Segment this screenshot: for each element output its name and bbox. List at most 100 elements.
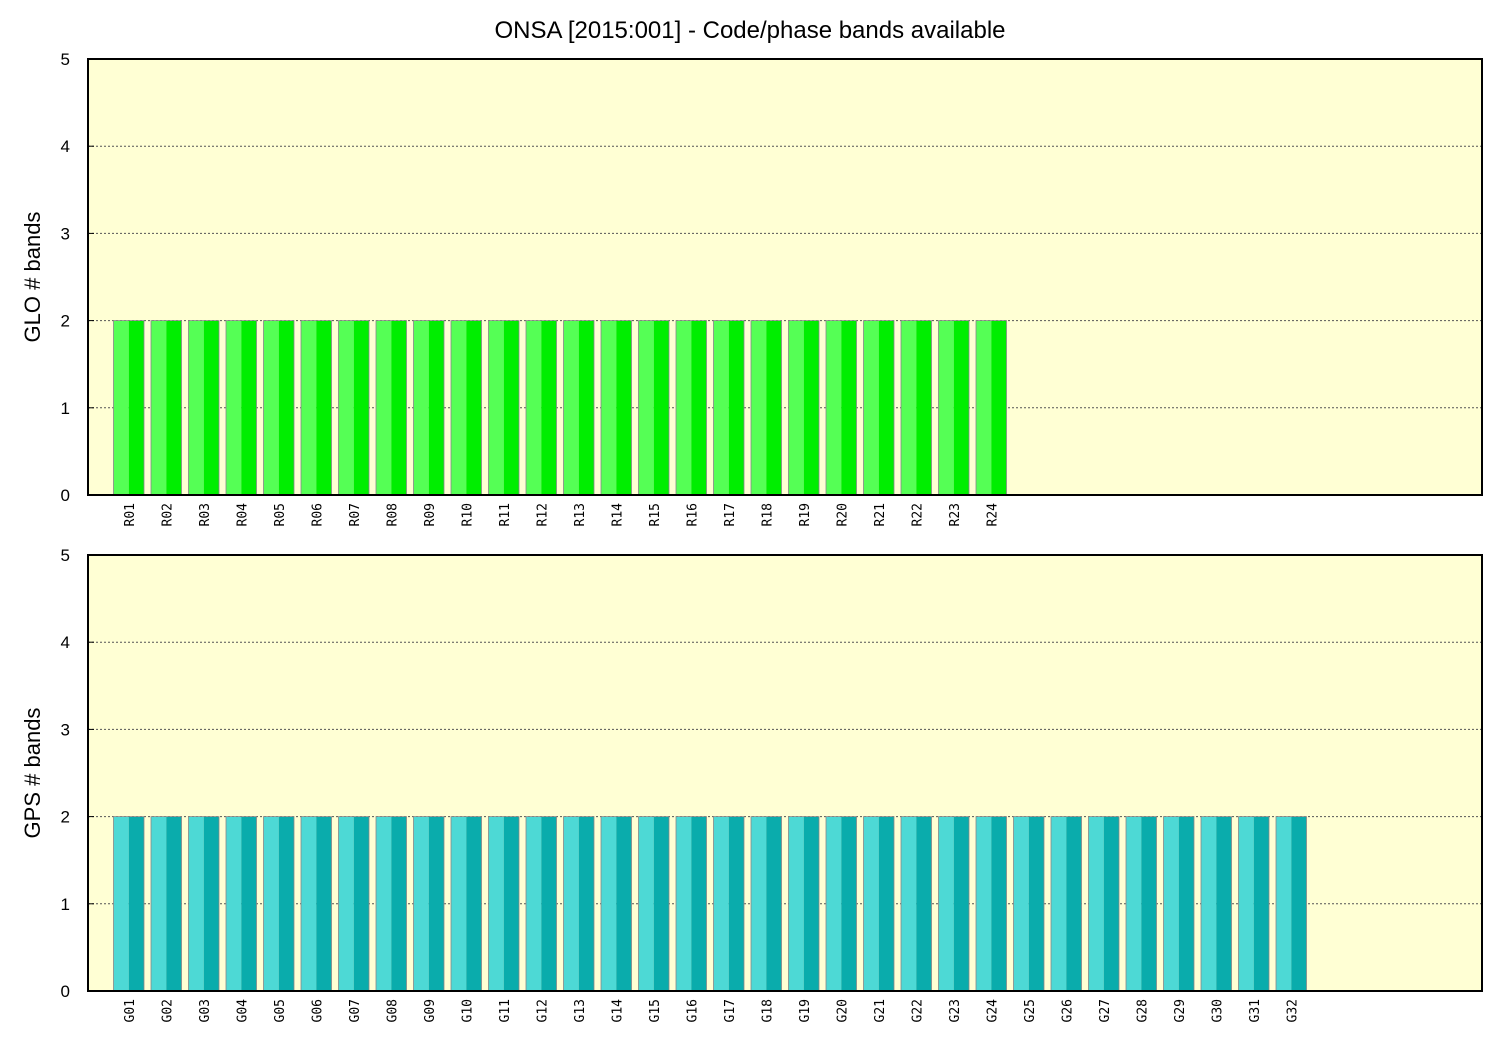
bar-g11 — [488, 816, 520, 992]
x-tick-label: G09 — [423, 999, 438, 1022]
bar-dark-half — [278, 320, 294, 495]
bar-light-half — [338, 816, 354, 991]
bar-r22 — [900, 320, 932, 496]
bar-light-half — [451, 320, 467, 495]
bar-r21 — [863, 320, 895, 496]
bar-g31 — [1238, 816, 1270, 992]
bar-dark-half — [278, 816, 294, 991]
bar-dark-half — [1253, 816, 1269, 991]
x-tick-label: G05 — [273, 999, 288, 1022]
bar-g21 — [863, 816, 895, 992]
x-tick-label: G06 — [310, 999, 325, 1022]
bar-light-half — [376, 816, 392, 991]
bar-r07 — [338, 320, 370, 496]
x-tick-label: R22 — [910, 503, 925, 526]
y-tick-label: 2 — [61, 808, 70, 827]
bar-r18 — [750, 320, 782, 496]
bar-dark-half — [953, 816, 969, 991]
bar-r20 — [825, 320, 857, 496]
bar-g27 — [1088, 816, 1120, 992]
x-tick-label: G01 — [123, 999, 138, 1022]
bar-light-half — [713, 816, 729, 991]
bar-light-half — [151, 816, 167, 991]
bar-dark-half — [653, 816, 669, 991]
bar-dark-half — [503, 320, 519, 495]
bar-dark-half — [203, 816, 219, 991]
bar-dark-half — [466, 320, 482, 495]
bar-dark-half — [691, 320, 707, 495]
x-tick-label: R15 — [648, 503, 663, 526]
bar-dark-half — [578, 320, 594, 495]
y-axis-label: GLO # bands — [20, 212, 45, 343]
y-tick-label: 4 — [61, 633, 70, 652]
x-tick-label: G11 — [498, 999, 513, 1022]
bar-g08 — [375, 816, 407, 992]
x-tick-label: G26 — [1060, 999, 1075, 1022]
bar-light-half — [488, 816, 504, 991]
bar-light-half — [226, 320, 242, 495]
bar-dark-half — [803, 320, 819, 495]
bar-light-half — [751, 816, 767, 991]
y-tick-label: 2 — [61, 312, 70, 331]
bar-dark-half — [241, 320, 257, 495]
x-tick-label: R24 — [985, 503, 1000, 527]
bar-r05 — [263, 320, 295, 496]
x-tick-label: R10 — [460, 503, 475, 526]
bar-g09 — [413, 816, 445, 992]
bar-g19 — [788, 816, 820, 992]
bar-r14 — [600, 320, 632, 496]
bar-light-half — [151, 320, 167, 495]
x-tick-label: G23 — [948, 999, 963, 1022]
bar-light-half — [788, 816, 804, 991]
bar-dark-half — [428, 320, 444, 495]
bar-g06 — [300, 816, 332, 992]
bar-g17 — [713, 816, 745, 992]
x-tick-label: G12 — [535, 999, 550, 1022]
bar-dark-half — [241, 816, 257, 991]
y-tick-label: 1 — [61, 399, 70, 418]
x-tick-label: R11 — [498, 503, 513, 526]
bar-r10 — [450, 320, 482, 496]
bar-dark-half — [841, 320, 857, 495]
bar-light-half — [526, 816, 542, 991]
x-tick-label: G04 — [235, 999, 250, 1023]
x-tick-label: G10 — [460, 999, 475, 1022]
y-tick-label: 5 — [61, 50, 70, 69]
bar-light-half — [938, 816, 954, 991]
bar-r03 — [188, 320, 220, 496]
bar-light-half — [488, 320, 504, 495]
bar-light-half — [1126, 816, 1142, 991]
bar-r24 — [975, 320, 1007, 496]
bar-g16 — [675, 816, 707, 992]
bar-light-half — [788, 320, 804, 495]
bar-light-half — [563, 816, 579, 991]
bar-light-half — [601, 816, 617, 991]
bar-light-half — [338, 320, 354, 495]
bar-g23 — [938, 816, 970, 992]
x-tick-label: G28 — [1135, 999, 1150, 1022]
x-tick-label: G15 — [648, 999, 663, 1022]
bar-light-half — [1201, 816, 1217, 991]
x-tick-label: R16 — [685, 503, 700, 526]
bar-dark-half — [616, 320, 632, 495]
bar-g15 — [638, 816, 670, 992]
x-tick-label: R19 — [798, 503, 813, 526]
bar-g01 — [113, 816, 145, 992]
bar-g28 — [1125, 816, 1157, 992]
bar-dark-half — [541, 320, 557, 495]
bar-light-half — [751, 320, 767, 495]
x-tick-label: R12 — [535, 503, 550, 526]
bar-dark-half — [128, 816, 144, 991]
bar-light-half — [601, 320, 617, 495]
x-tick-label: R09 — [423, 503, 438, 526]
x-tick-label: G18 — [760, 999, 775, 1022]
bar-light-half — [113, 816, 129, 991]
bar-dark-half — [653, 320, 669, 495]
x-tick-label: R06 — [310, 503, 325, 526]
x-tick-label: R07 — [348, 503, 363, 526]
bar-r19 — [788, 320, 820, 496]
x-tick-label: R02 — [160, 503, 175, 526]
bar-light-half — [1276, 816, 1292, 991]
bar-light-half — [113, 320, 129, 495]
bar-light-half — [301, 320, 317, 495]
